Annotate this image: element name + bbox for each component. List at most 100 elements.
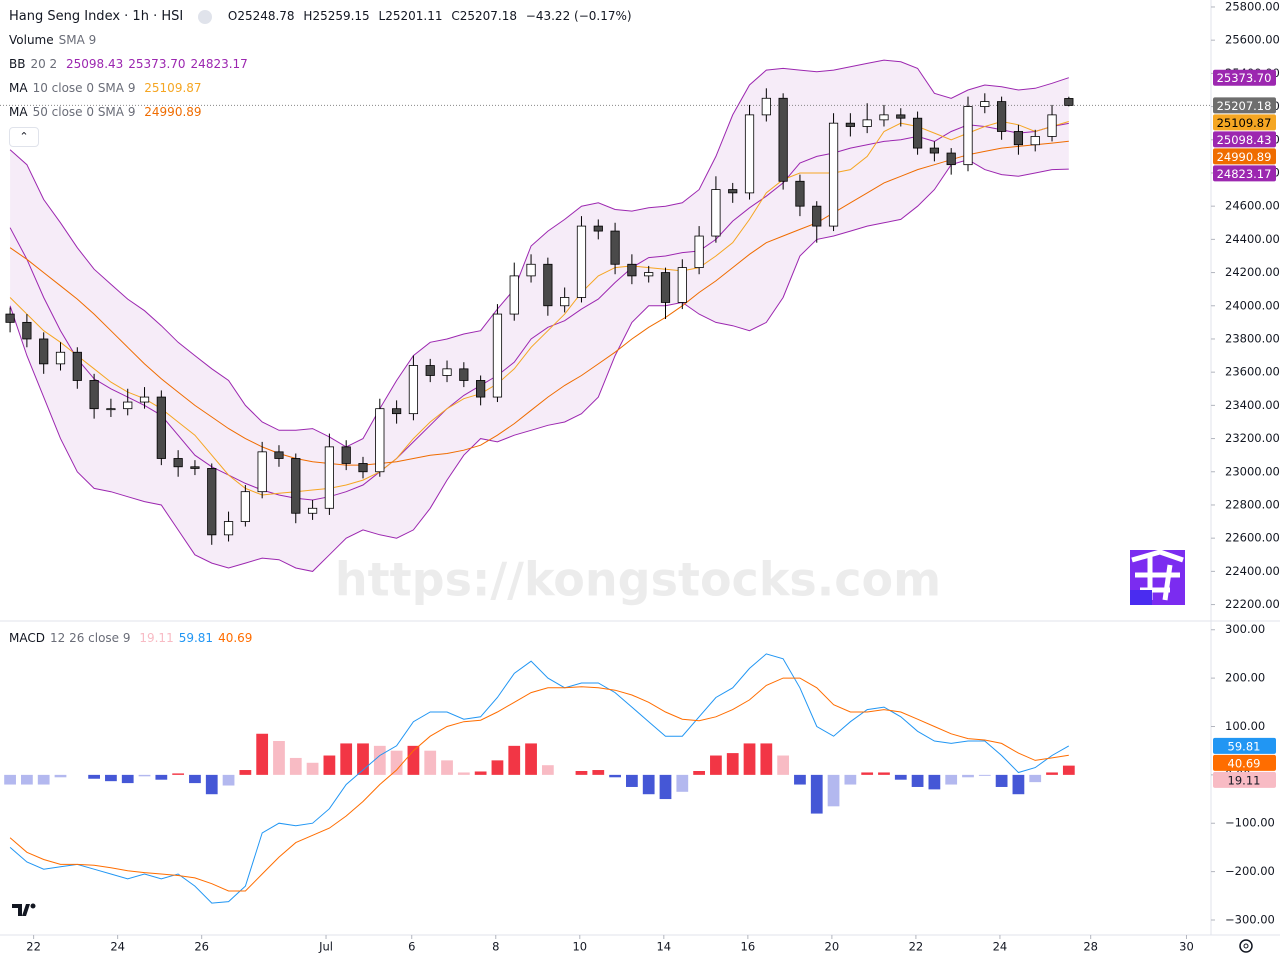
- change: −43.22 (−0.17%): [525, 9, 632, 23]
- visibility-toggle[interactable]: [198, 9, 213, 24]
- histogram-bar: [424, 750, 437, 775]
- histogram-bar: [743, 743, 756, 775]
- candle-body: [980, 101, 990, 107]
- y-tick-label: 22600.00: [1225, 531, 1280, 545]
- candle-body: [72, 351, 82, 381]
- histogram-bar: [289, 757, 302, 775]
- candle-body: [22, 321, 32, 340]
- price-tag: [1213, 737, 1276, 754]
- bb-band-fill: [10, 60, 1069, 572]
- price-tag: [1213, 97, 1276, 114]
- candle-body: [862, 119, 872, 127]
- candle-body: [509, 275, 519, 315]
- indicator-value: 25373.70: [128, 57, 186, 71]
- histogram-bar: [88, 774, 100, 779]
- histogram-bar: [306, 762, 319, 775]
- y-tick-label: −100.00: [1225, 816, 1275, 830]
- x-tick-label: 30: [1179, 940, 1194, 954]
- histogram-bar: [340, 743, 353, 775]
- candle-body: [644, 272, 654, 277]
- y-tick-label: −300.00: [1225, 913, 1275, 927]
- histogram-bar: [4, 774, 16, 785]
- candle-body: [5, 313, 15, 323]
- y-tick-label: 25600.00: [1225, 33, 1280, 47]
- x-tick-label: 8: [492, 940, 499, 954]
- volume-legend: Volume SMA 9: [9, 32, 101, 48]
- candle-body: [778, 97, 788, 182]
- candle-body: [812, 205, 822, 227]
- candle-body: [660, 272, 671, 303]
- x-tick-label: 24: [993, 940, 1008, 954]
- ohlc-value: 25259.15: [312, 9, 370, 23]
- candle-body: [39, 338, 49, 365]
- candle-body: [694, 235, 704, 268]
- histogram-bar: [1062, 765, 1075, 775]
- candle-body: [627, 263, 637, 277]
- histogram-bar: [172, 773, 185, 775]
- indicator-params: 10 close 0 SMA 9: [32, 81, 136, 95]
- indicator-value: 25109.87: [144, 81, 202, 95]
- histogram-bar: [878, 772, 890, 775]
- histogram-bar: [693, 771, 705, 775]
- histogram-bar: [1012, 774, 1025, 795]
- y-tick-label: 24400.00: [1225, 232, 1280, 246]
- indicator-params: SMA 9: [58, 33, 97, 47]
- candle-body: [291, 458, 301, 514]
- candle-body: [728, 189, 738, 194]
- candle-body: [761, 97, 771, 116]
- histogram-bar: [1029, 774, 1042, 783]
- candle-body: [1013, 131, 1024, 146]
- candle-body: [795, 180, 805, 207]
- histogram-bar: [105, 774, 117, 782]
- histogram-bar: [945, 774, 958, 785]
- ohlc-prefix: O: [227, 9, 238, 23]
- candle-body: [274, 451, 284, 459]
- y-tick-label: 300.00: [1225, 622, 1265, 636]
- y-tick-label: 100.00: [1225, 719, 1265, 733]
- candle-body: [223, 521, 234, 536]
- candle-body: [828, 122, 839, 227]
- indicator-params: 50 close 0 SMA 9: [32, 105, 136, 119]
- collapse-button[interactable]: ⌃: [9, 127, 39, 147]
- candle-body: [207, 468, 217, 536]
- indicator-value: 19.11: [139, 631, 174, 645]
- x-tick-label: 26: [194, 940, 209, 954]
- y-tick-label: 23800.00: [1225, 331, 1280, 345]
- histogram-bar: [21, 774, 33, 785]
- settings-icon[interactable]: [1239, 939, 1253, 953]
- candle-body: [358, 463, 368, 473]
- price-tag-label: 25373.70: [1217, 71, 1272, 85]
- price-tag: [1213, 771, 1276, 788]
- candle-body: [1064, 98, 1074, 106]
- histogram-bar: [626, 774, 638, 787]
- indicator-name: Volume: [9, 33, 54, 47]
- indicator-value: 25098.43: [66, 57, 124, 71]
- y-tick-label: 23200.00: [1225, 431, 1280, 445]
- candle-body: [156, 396, 166, 459]
- candle-body: [593, 225, 603, 232]
- ma-line: [9, 120, 1069, 496]
- candle-body: [744, 114, 755, 194]
- candle-body: [173, 458, 183, 468]
- price-tag: [1213, 114, 1276, 131]
- y-tick-label: 24000.00: [1225, 298, 1280, 312]
- histogram-bar: [541, 765, 554, 775]
- histogram-bar: [256, 733, 269, 775]
- candle-body: [106, 408, 116, 411]
- histogram-bar: [121, 774, 134, 784]
- indicator-value: 40.69: [218, 631, 253, 645]
- candle-body: [123, 401, 133, 410]
- candle-body: [963, 106, 973, 166]
- candle-body: [408, 365, 419, 415]
- indicator-name: MA: [9, 105, 28, 119]
- histogram-bar: [726, 753, 739, 775]
- candle-body: [1030, 136, 1040, 146]
- candle-body: [324, 446, 334, 509]
- ma10-legend: MA 10 close 0 SMA 9 25109.87: [9, 80, 207, 96]
- histogram-bar: [575, 771, 588, 775]
- candle-body: [392, 408, 402, 415]
- histogram-bar: [844, 774, 857, 785]
- x-tick-label: 14: [656, 940, 671, 954]
